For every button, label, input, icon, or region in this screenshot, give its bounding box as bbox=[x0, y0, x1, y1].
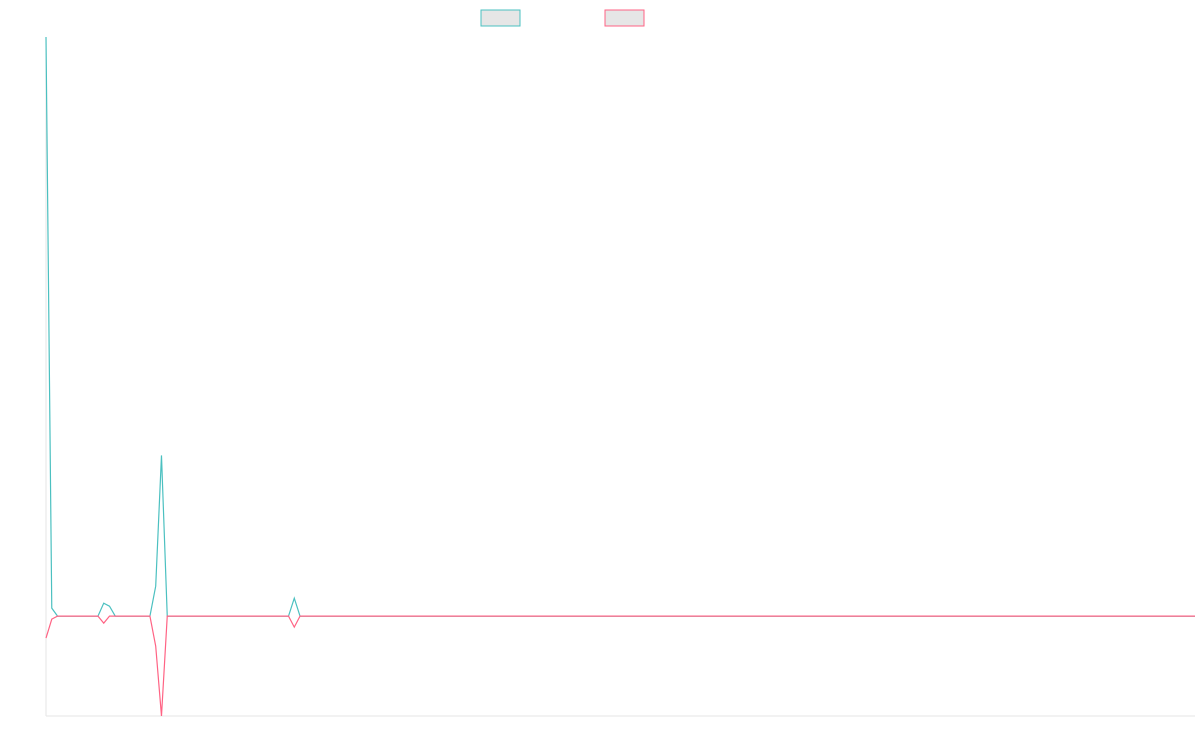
series-line bbox=[45, 615, 1195, 717]
series-line bbox=[45, 36, 1195, 617]
legend-swatch bbox=[480, 9, 521, 27]
legend-swatch bbox=[604, 9, 645, 27]
